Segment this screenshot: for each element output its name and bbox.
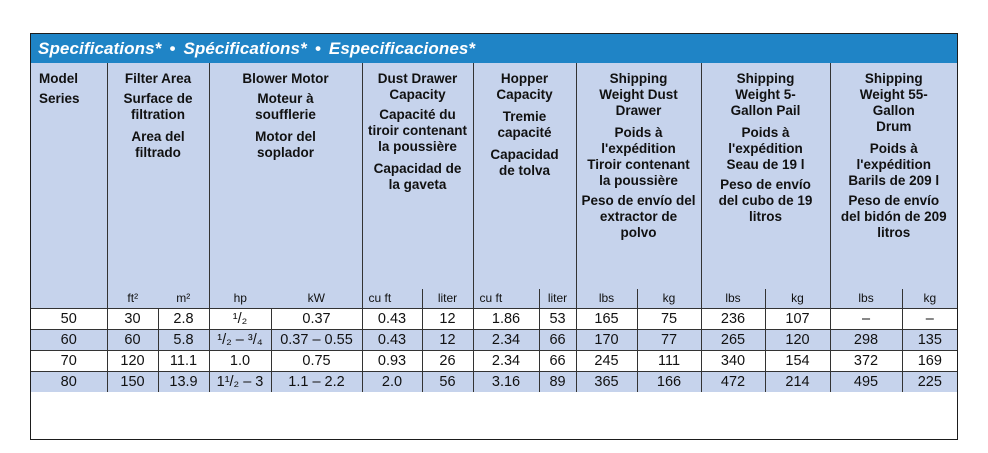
table-cell: 135 (902, 329, 958, 351)
table-cell: 1¹/₂ – 3 (209, 371, 272, 392)
unit-cell: ft² (107, 289, 158, 309)
unit-cell: lbs (576, 289, 638, 309)
unit-cell: kg (637, 289, 702, 309)
table-cell: 165 (576, 308, 638, 330)
table-row: 70 120 11.1 1.0 0.75 0.93 26 2.34 66 245… (31, 350, 958, 372)
shipping-dust-header: Shipping Weight Dust Drawer Poids à l'ex… (576, 63, 702, 289)
shipping-pail-header: Shipping Weight 5-Gallon Pail Poids à l'… (701, 63, 831, 289)
table-cell: 60 (107, 329, 159, 351)
title-french: Spécifications* (183, 39, 307, 58)
table-cell: 1.86 (473, 308, 540, 330)
table-cell: 12 (422, 329, 474, 351)
unit-cell: cu ft (362, 289, 423, 309)
model-cell: 70 (31, 350, 108, 372)
table-cell: 53 (539, 308, 577, 330)
unit-cell: lbs (830, 289, 903, 309)
table-row: 60 60 5.8 ¹/₂ – ³/₄ 0.37 – 0.55 0.43 12 … (31, 329, 958, 351)
table-cell: 120 (107, 350, 159, 372)
table-cell: – (902, 308, 958, 330)
unit-cell: kg (765, 289, 831, 309)
unit-cell: kg (902, 289, 958, 309)
table-cell: 154 (765, 350, 831, 372)
table-cell: 0.43 (362, 329, 423, 351)
unit-cell: kW (271, 289, 363, 309)
units-row: ft² m² hp kW cu ft liter cu ft liter lbs… (31, 289, 958, 309)
unit-cell: cu ft (473, 289, 540, 309)
table-cell: 66 (539, 350, 577, 372)
table-cell: – (830, 308, 903, 330)
table-row: 50 30 2.8 ¹/₂ 0.37 0.43 12 1.86 53 165 7… (31, 308, 958, 330)
table-cell: 298 (830, 329, 903, 351)
table-cell: 107 (765, 308, 831, 330)
unit-cell: m² (158, 289, 210, 309)
table-cell: 214 (765, 371, 831, 392)
table-cell: 77 (637, 329, 702, 351)
table-cell: 245 (576, 350, 638, 372)
table-cell: 0.43 (362, 308, 423, 330)
table-cell: ¹/₂ (209, 308, 272, 330)
blower-motor-header: Blower Motor Moteur à soufflerie Motor d… (209, 63, 363, 289)
model-cell: 60 (31, 329, 108, 351)
table-cell: 166 (637, 371, 702, 392)
table-cell: 26 (422, 350, 474, 372)
unit-cell: liter (422, 289, 474, 309)
title-bullet: • (314, 39, 321, 58)
table-cell: 111 (637, 350, 702, 372)
title-bullet: • (169, 39, 176, 58)
table-cell: 2.34 (473, 350, 540, 372)
table-cell: 472 (701, 371, 766, 392)
table-cell: 13.9 (158, 371, 210, 392)
table-cell: 150 (107, 371, 159, 392)
table-cell: 170 (576, 329, 638, 351)
title-english: Specifications* (38, 39, 162, 58)
spec-table-frame: Specifications* • Spécifications* • Especifi… (30, 33, 958, 440)
model-cell: 80 (31, 371, 108, 392)
table-cell: 75 (637, 308, 702, 330)
table-cell: 2.8 (158, 308, 210, 330)
title-spanish: Especificaciones* (328, 39, 476, 58)
table-cell: ¹/₂ – ³/₄ (209, 329, 272, 351)
table-cell: 30 (107, 308, 159, 330)
table-cell: 66 (539, 329, 577, 351)
shipping-drum-header: Shipping Weight 55-Gallon Drum Poids à l… (830, 63, 958, 289)
unit-cell: lbs (701, 289, 766, 309)
table-cell: 120 (765, 329, 831, 351)
table-cell: 365 (576, 371, 638, 392)
title-bar: Specifications* • Spécifications* • Especifi… (31, 34, 957, 63)
table-cell: 495 (830, 371, 903, 392)
table-cell: 56 (422, 371, 474, 392)
table-cell: 11.1 (158, 350, 210, 372)
table-cell: 1.0 (209, 350, 272, 372)
spec-table: Model Series Filter Area Surface de filt… (31, 63, 958, 392)
table-cell: 1.1 – 2.2 (271, 371, 363, 392)
hopper-capacity-header: Hopper Capacity Tremie capacité Capacida… (473, 63, 577, 289)
unit-cell (31, 289, 108, 309)
table-cell: 265 (701, 329, 766, 351)
table-cell: 0.75 (271, 350, 363, 372)
table-cell: 89 (539, 371, 577, 392)
model-cell: 50 (31, 308, 108, 330)
table-cell: 169 (902, 350, 958, 372)
table-cell: 0.93 (362, 350, 423, 372)
table-cell: 0.37 (271, 308, 363, 330)
table-cell: 2.34 (473, 329, 540, 351)
unit-cell: hp (209, 289, 271, 309)
table-cell: 3.16 (473, 371, 540, 392)
table-cell: 2.0 (362, 371, 423, 392)
filter-area-header: Filter Area Surface de filtration Area d… (107, 63, 210, 289)
header-row: Model Series Filter Area Surface de filt… (31, 63, 958, 289)
table-cell: 5.8 (158, 329, 210, 351)
table-cell: 12 (422, 308, 474, 330)
table-cell: 372 (830, 350, 903, 372)
dust-drawer-header: Dust Drawer Capacity Capacité du tiroir … (362, 63, 474, 289)
table-cell: 236 (701, 308, 766, 330)
model-series-header: Model Series (31, 63, 108, 289)
table-cell: 340 (701, 350, 766, 372)
unit-cell: liter (539, 289, 577, 309)
table-cell: 0.37 – 0.55 (271, 329, 363, 351)
table-cell: 225 (902, 371, 958, 392)
table-row: 80 150 13.9 1¹/₂ – 3 1.1 – 2.2 2.0 56 3.… (31, 371, 958, 392)
